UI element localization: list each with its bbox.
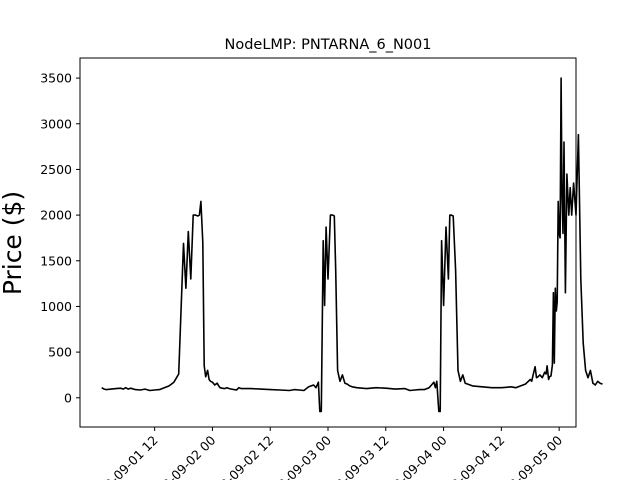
y-axis: 0 500 1000 1500 2000 2500 3000 3500 (40, 71, 80, 405)
y-tick-label: 2500 (40, 162, 72, 177)
y-tick-label: 2000 (40, 208, 72, 223)
y-tick-label: 1000 (40, 299, 72, 314)
plot-frame (79, 57, 577, 428)
series-line-0 (101, 77, 603, 413)
y-tick-label: 500 (48, 345, 72, 360)
chart-title: NodeLMP: PNTARNA_6_N001 (224, 37, 431, 53)
y-tick-label: 3000 (40, 116, 72, 131)
series-group (101, 77, 603, 413)
y-tick-label: 1500 (40, 253, 72, 268)
y-tick-label: 0 (64, 390, 72, 405)
y-tick-label: 3500 (40, 71, 72, 86)
y-axis-label: Price ($) (0, 191, 27, 295)
